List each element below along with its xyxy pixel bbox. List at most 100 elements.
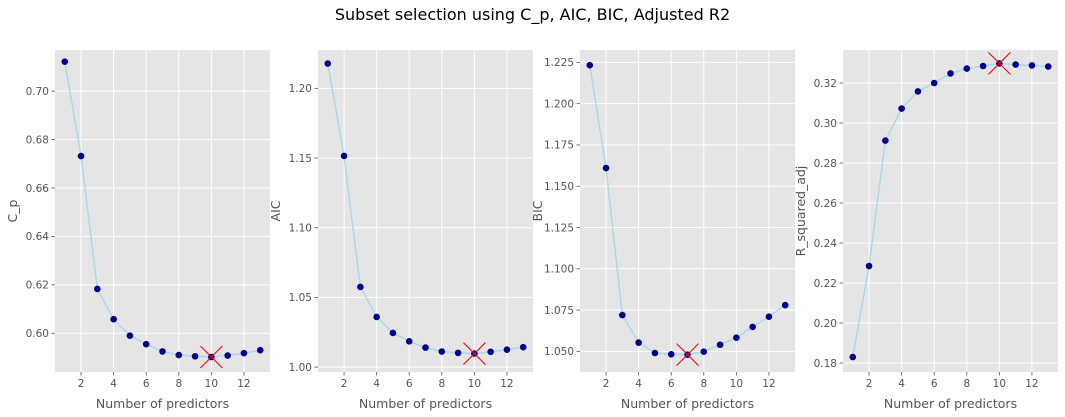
data-point [930, 79, 938, 87]
data-point [438, 348, 446, 355]
x-tick-label: 6 [406, 378, 413, 390]
data-point [191, 352, 199, 360]
best-marker [200, 345, 223, 369]
y-tick-label: 0.20 [814, 318, 837, 330]
y-tick-label: 0.30 [814, 118, 837, 130]
y-tick-label: 1.150 [544, 181, 574, 193]
x-tick-label: 4 [635, 378, 642, 390]
y-tick-label: 0.26 [814, 198, 838, 210]
x-axis-label: Number of predictors [359, 396, 492, 411]
data-point [454, 349, 462, 357]
data-point [240, 349, 248, 357]
data-point [716, 341, 724, 349]
data-point [635, 339, 642, 346]
y-tick-label: 1.10 [289, 223, 312, 235]
x-tick-label: 12 [762, 378, 775, 390]
plot-area [843, 50, 1058, 372]
plot-area [318, 50, 533, 372]
data-point [77, 152, 85, 160]
y-axis-label: R_squared_adj [793, 166, 808, 257]
x-tick-label: 8 [963, 378, 970, 390]
y-tick-label: 1.200 [544, 98, 574, 110]
y-tick-label: 1.00 [289, 362, 312, 374]
x-tick-label: 12 [237, 378, 250, 390]
chart-panel-4: 2 4 6 8 10 12 0.18 0.20 0.22 0.24 0.26 0.28 0.30 0.32… [793, 50, 1058, 411]
data-point [898, 105, 905, 112]
x-tick-label: 10 [993, 378, 1006, 390]
plot-area [55, 50, 270, 372]
x-axis-label: Number of predictors [884, 396, 1017, 411]
x-tick-label: 10 [730, 378, 743, 390]
y-tick-label: 1.05 [289, 292, 312, 304]
x-tick-label: 2 [341, 378, 348, 390]
data-point [142, 340, 150, 348]
x-tick-label: 2 [866, 378, 873, 390]
data-point [159, 348, 166, 355]
x-tick-label: 8 [700, 378, 707, 390]
x-tick-label: 10 [205, 378, 218, 390]
data-point [651, 349, 659, 357]
data-point [324, 60, 332, 67]
data-point [947, 70, 954, 77]
data-point [667, 351, 675, 358]
y-tick-label: 1.20 [289, 83, 312, 95]
y-tick-label: 0.64 [26, 231, 50, 243]
y-axis-label: C_p [5, 199, 20, 222]
y-tick-label: 0.68 [26, 134, 49, 146]
x-tick-label: 12 [500, 378, 513, 390]
data-point [700, 348, 708, 355]
x-tick-label: 2 [78, 378, 85, 390]
y-tick-label: 0.32 [814, 78, 837, 90]
data-point [256, 346, 264, 354]
data-point [914, 88, 922, 95]
data-point [389, 329, 397, 337]
y-tick-label: 1.225 [544, 57, 574, 69]
data-point [882, 137, 889, 144]
data-point [733, 334, 740, 341]
y-axis-label: BIC [530, 200, 545, 221]
best-marker [676, 343, 699, 367]
x-tick-label: 8 [175, 378, 182, 390]
data-point [487, 348, 494, 356]
data-point [979, 62, 987, 70]
data-point [126, 332, 134, 339]
x-tick-label: 8 [438, 378, 445, 390]
y-tick-label: 0.28 [814, 158, 837, 170]
y-tick-label: 0.60 [26, 328, 49, 340]
data-point [519, 343, 527, 351]
y-tick-label: 1.15 [289, 153, 312, 165]
y-axis-label: AIC [268, 200, 283, 221]
x-tick-label: 10 [468, 378, 481, 390]
plot-area [580, 50, 795, 372]
y-tick-label: 0.62 [26, 280, 49, 292]
y-tick-label: 1.075 [544, 305, 574, 317]
y-tick-label: 1.100 [544, 264, 574, 276]
figure-suptitle: Subset selection using C_p, AIC, BIC, Ad… [334, 5, 731, 24]
x-tick-label: 4 [898, 378, 905, 390]
y-tick-label: 1.125 [544, 222, 574, 234]
data-point [963, 65, 971, 72]
chart-panel-1: 2 4 6 8 10 12 0.60 0.62 0.64 0.66 0.68 0.70 Number o… [5, 50, 270, 411]
data-point [619, 311, 626, 319]
data-point [1044, 63, 1052, 70]
y-tick-label: 0.24 [814, 238, 838, 250]
x-axis-label: Number of predictors [621, 396, 754, 411]
data-point [749, 323, 756, 331]
data-point [340, 152, 348, 160]
data-point [602, 164, 610, 172]
y-tick-label: 0.66 [26, 183, 50, 195]
data-point [503, 346, 511, 353]
data-point [94, 285, 101, 293]
chart-panel-3: 2 4 6 8 10 12 1.050 1.075 1.100 1.125 1.150 1.175 1.… [530, 50, 795, 411]
data-point [865, 262, 873, 270]
data-point [781, 301, 789, 309]
x-tick-label: 6 [668, 378, 675, 390]
x-tick-label: 4 [373, 378, 380, 390]
data-point [422, 344, 429, 351]
data-point [110, 315, 117, 323]
data-point [586, 61, 594, 69]
best-marker [988, 52, 1011, 75]
x-tick-label: 6 [143, 378, 150, 390]
